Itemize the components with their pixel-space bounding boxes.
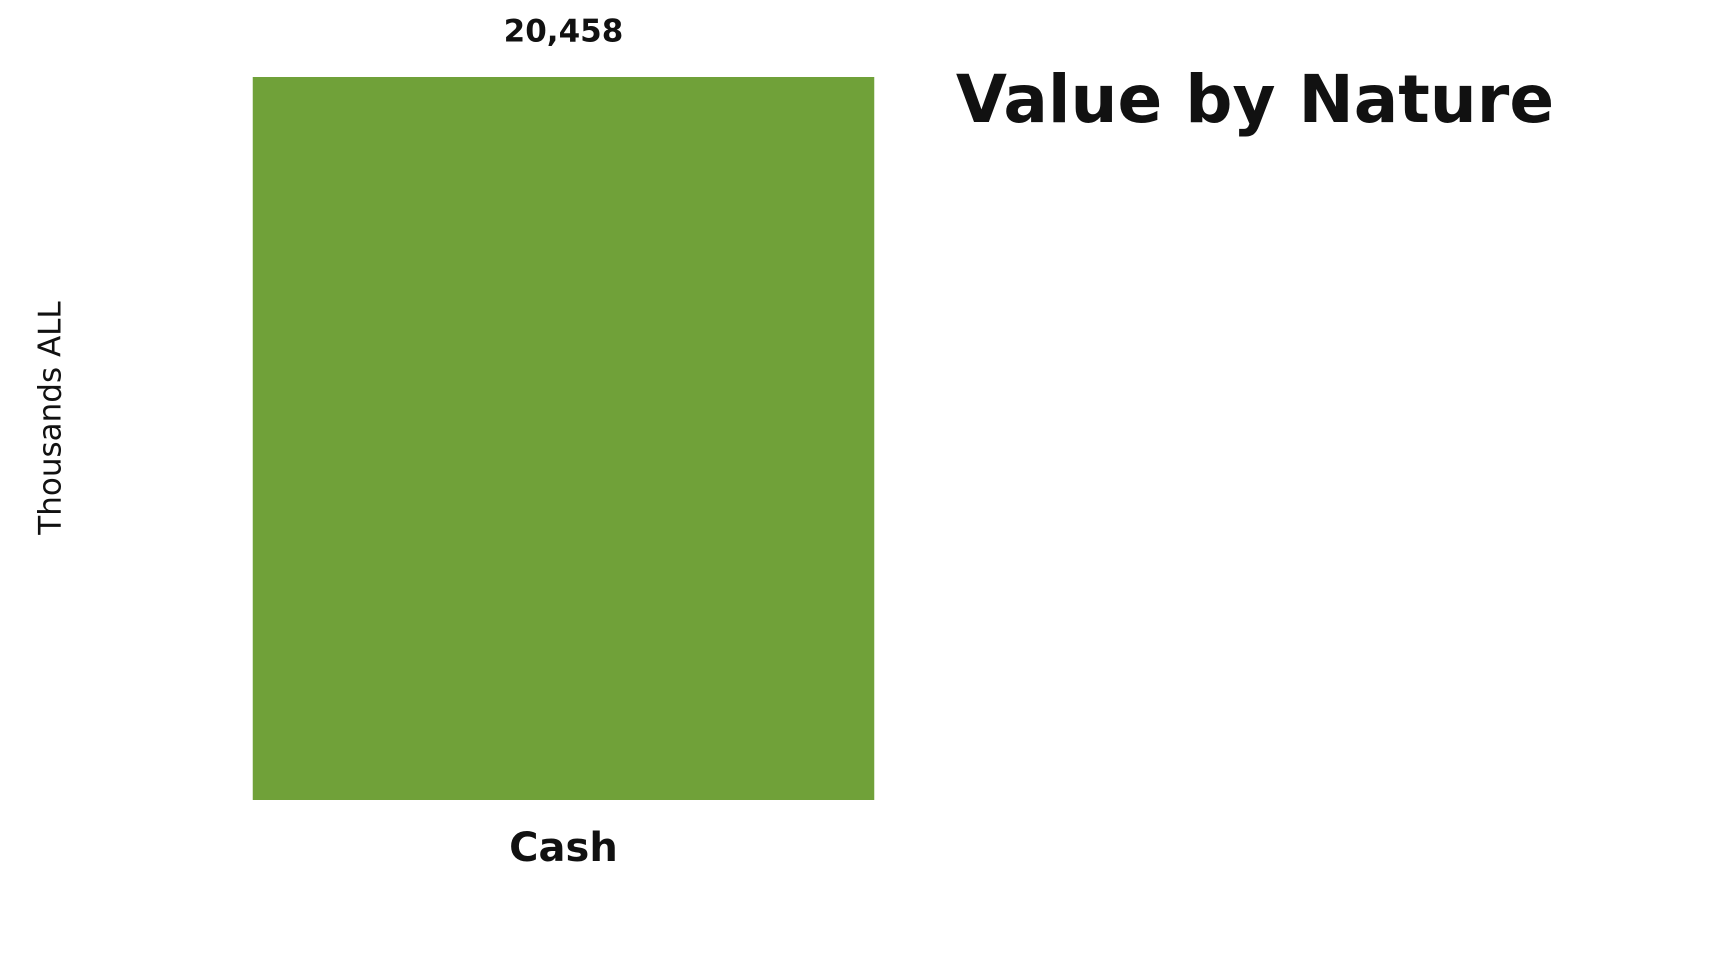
- chart-title: Value by Nature: [956, 61, 1554, 138]
- y-axis-label: Thousands ALL: [33, 301, 69, 536]
- x-tick-label: Cash: [509, 825, 618, 871]
- data-label: 20,458: [504, 14, 624, 50]
- bar: [252, 77, 875, 800]
